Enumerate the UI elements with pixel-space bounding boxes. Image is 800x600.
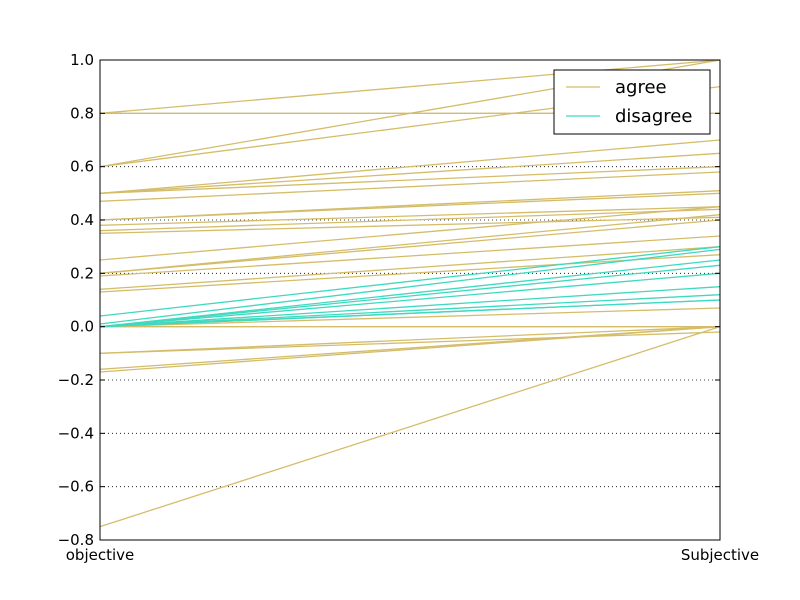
series-line-disagree [99,259,721,328]
series-line-agree [99,326,721,354]
series-line-agree [99,254,721,293]
y-tick-label: −0.8 [58,531,94,549]
series-line-disagree [99,294,721,328]
series-line-disagree [99,272,721,328]
series-line-disagree [99,248,721,325]
series-line-agree [99,326,721,373]
y-tick-label: 0.6 [70,158,94,176]
series-line-agree [99,166,721,194]
series-line-agree [99,206,721,226]
series-line-agree [99,214,721,274]
y-tick-label: −0.6 [58,478,94,496]
series-line-agree [99,139,721,194]
series-line-agree [99,326,721,528]
legend-label-disagree: disagree [615,106,692,127]
series-line-agree [99,59,721,114]
series-line-agree [99,331,721,354]
y-tick-label: 0.4 [70,211,94,229]
y-tick-label: 0.0 [70,318,94,336]
x-tick-label: objective [66,546,135,564]
plot-frame [99,59,721,541]
series-line-agree [99,235,721,277]
series-line-disagree [99,286,721,328]
series-line-agree [99,246,721,290]
y-tick-label: −0.2 [58,371,94,389]
y-tick-label: 1.0 [70,51,94,69]
y-tick-label: 0.2 [70,264,94,282]
legend-label-agree: agree [615,77,667,98]
series-line-disagree [99,246,721,317]
series-line-agree [99,152,721,194]
legend-box [553,69,711,135]
axes-layer: 1.0 0.8 0.6 0.4 0.2 0.0 −0.2 −0.4 −0.6 −0.8object… [58,51,760,564]
series-line-agree [99,307,721,328]
series-line-agree [99,219,721,274]
series-line-disagree [99,299,721,328]
x-tick-label: Subjective [681,546,759,564]
series-line-agree [99,216,721,234]
series-layer [99,59,721,528]
y-tick-label: 0.8 [70,104,94,122]
series-line-agree [99,171,721,202]
series-line-agree [99,206,721,261]
series-line-agree [99,192,721,221]
series-line-agree [99,208,721,232]
legend: agree disagree [553,69,711,135]
y-tick-label: −0.4 [58,424,94,442]
series-line-disagree [99,264,721,328]
